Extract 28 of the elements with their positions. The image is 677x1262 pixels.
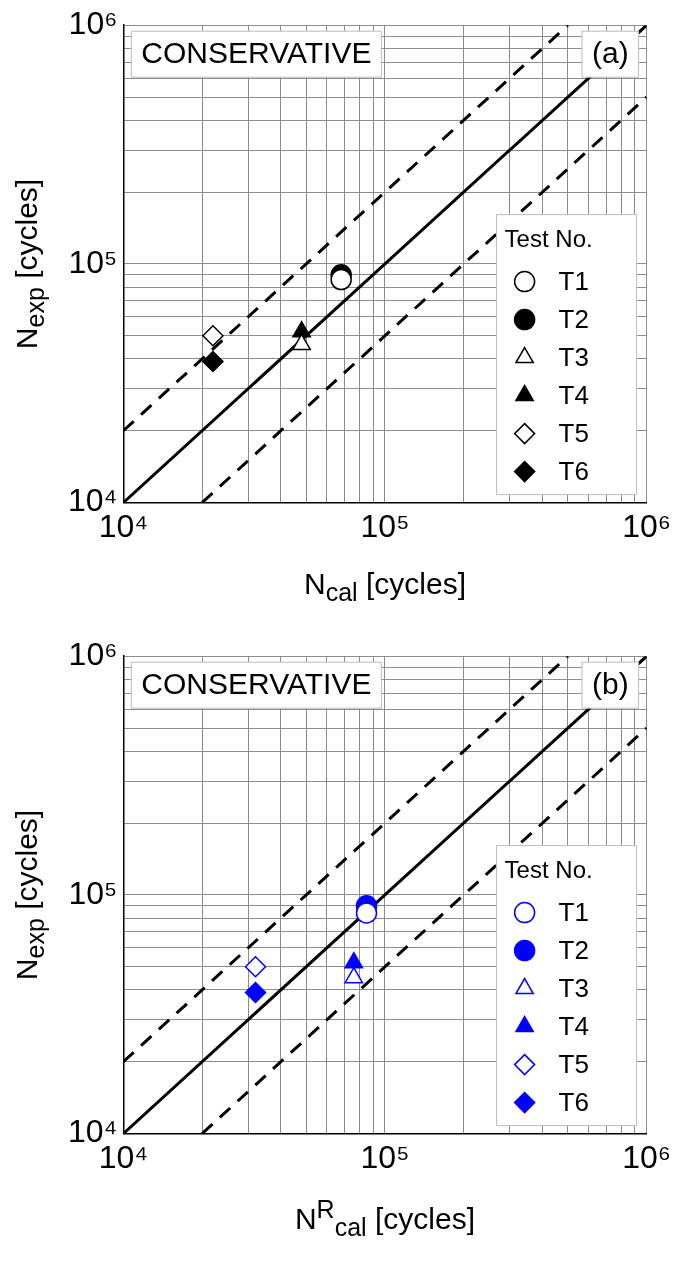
annotation: CONSERVATIVE	[141, 36, 372, 70]
annotation: (a)	[591, 36, 629, 70]
y-tick-label: 10⁵	[68, 874, 118, 911]
x-tick-label: 10⁵	[360, 1138, 410, 1175]
legend-label: T1	[558, 896, 589, 927]
legend-title: Test No.	[504, 225, 593, 253]
annotation: (b)	[591, 667, 629, 701]
x-axis-title: N$_{cal}$ [cycles]	[303, 567, 466, 607]
x-tick-label: 10⁶	[622, 507, 671, 544]
legend-label: T4	[558, 1010, 589, 1041]
y-tick-label: 10⁵	[68, 243, 118, 280]
x-tick-label: 10⁵	[360, 507, 410, 544]
legend-label: T3	[558, 972, 589, 1003]
x-axis-title: N$^{R}$$_{cal}$ [cycles]	[294, 1194, 475, 1242]
x-tick-label: 10⁶	[622, 1138, 671, 1175]
legend-label: T2	[558, 303, 589, 334]
legend-label: T6	[558, 455, 589, 486]
legend-label: T5	[558, 1048, 589, 1079]
legend-label: T1	[558, 265, 589, 296]
legend-label: T2	[558, 934, 589, 965]
legend-label: T6	[558, 1086, 589, 1117]
annotation: CONSERVATIVE	[141, 667, 372, 701]
legend-label: T4	[558, 379, 589, 410]
legend-label: T3	[558, 341, 589, 372]
y-tick-label: 10⁶	[68, 5, 118, 42]
y-tick-label: 10⁶	[68, 636, 118, 673]
legend-label: T5	[558, 417, 589, 448]
legend-title: Test No.	[504, 856, 593, 884]
